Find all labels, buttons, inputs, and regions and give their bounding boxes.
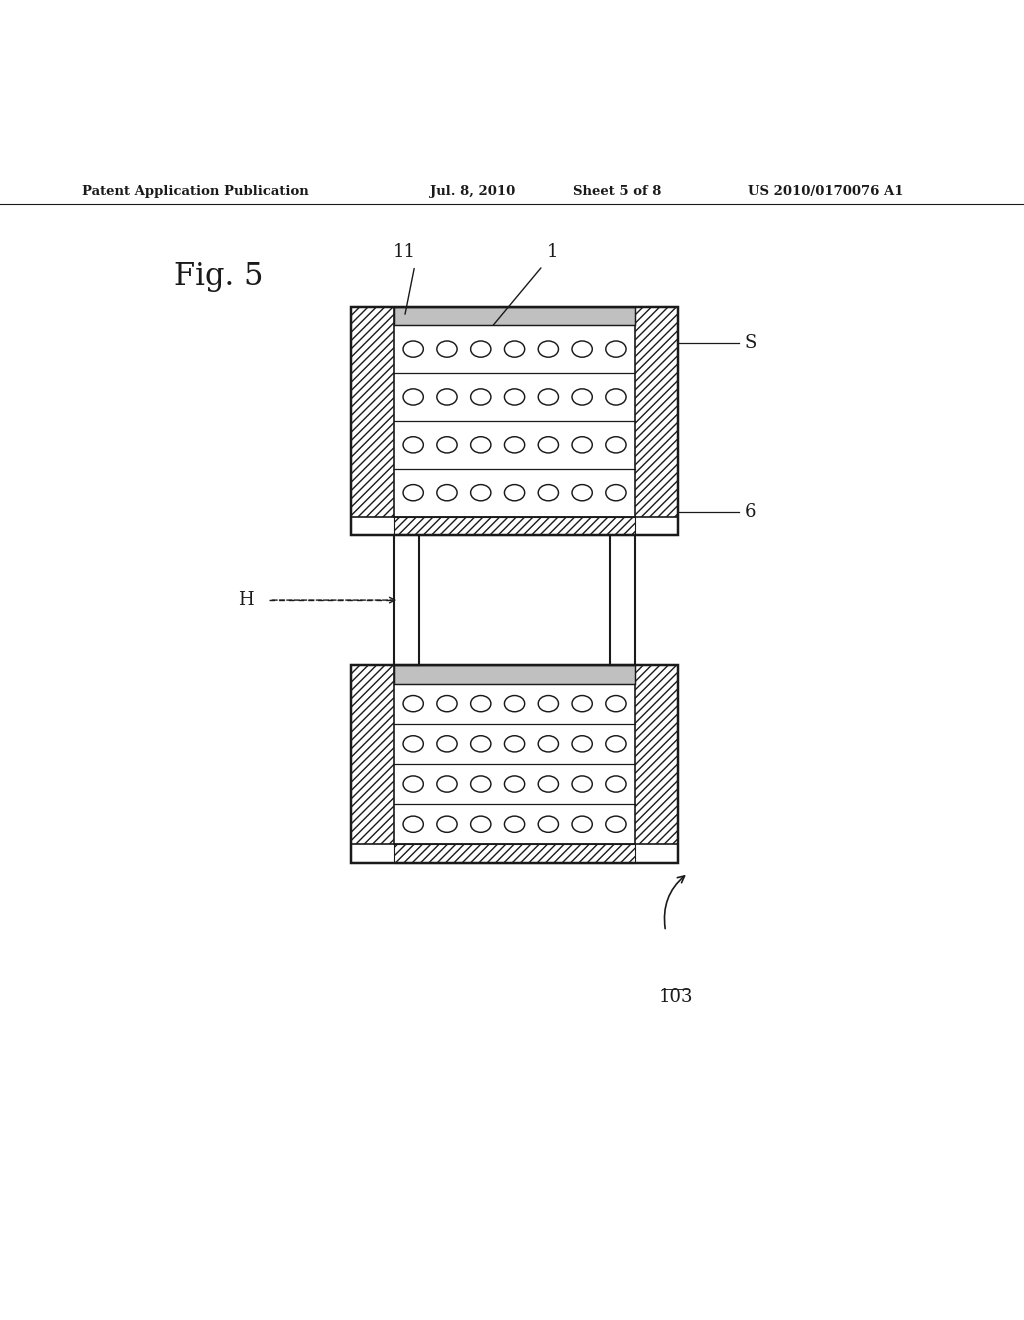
- Text: 1: 1: [547, 243, 559, 260]
- Ellipse shape: [606, 696, 626, 711]
- Text: US 2010/0170076 A1: US 2010/0170076 A1: [748, 185, 903, 198]
- Ellipse shape: [572, 389, 592, 405]
- Bar: [394, 535, 419, 665]
- Ellipse shape: [539, 389, 558, 405]
- Ellipse shape: [539, 735, 558, 752]
- Ellipse shape: [437, 389, 457, 405]
- Ellipse shape: [539, 696, 558, 711]
- Ellipse shape: [403, 389, 423, 405]
- Text: H: H: [239, 591, 254, 609]
- Bar: [394, 306, 635, 325]
- Ellipse shape: [471, 816, 490, 833]
- Ellipse shape: [572, 484, 592, 500]
- Ellipse shape: [572, 776, 592, 792]
- Ellipse shape: [471, 696, 490, 711]
- Ellipse shape: [572, 437, 592, 453]
- Bar: [610, 535, 635, 665]
- Ellipse shape: [403, 696, 423, 711]
- Ellipse shape: [403, 484, 423, 500]
- Ellipse shape: [471, 389, 490, 405]
- Ellipse shape: [572, 341, 592, 358]
- Ellipse shape: [539, 816, 558, 833]
- Text: Fig. 5: Fig. 5: [174, 260, 263, 292]
- Ellipse shape: [539, 341, 558, 358]
- Ellipse shape: [505, 484, 524, 500]
- Ellipse shape: [437, 696, 457, 711]
- Ellipse shape: [471, 735, 490, 752]
- Ellipse shape: [606, 437, 626, 453]
- Ellipse shape: [572, 735, 592, 752]
- Ellipse shape: [403, 816, 423, 833]
- Ellipse shape: [505, 389, 524, 405]
- Ellipse shape: [505, 341, 524, 358]
- Ellipse shape: [403, 776, 423, 792]
- Text: Jul. 8, 2010: Jul. 8, 2010: [430, 185, 515, 198]
- Bar: [351, 665, 678, 863]
- Ellipse shape: [437, 816, 457, 833]
- Ellipse shape: [606, 776, 626, 792]
- Text: Sheet 5 of 8: Sheet 5 of 8: [573, 185, 662, 198]
- Text: 11: 11: [393, 243, 416, 260]
- Ellipse shape: [403, 341, 423, 358]
- Ellipse shape: [606, 735, 626, 752]
- Ellipse shape: [437, 776, 457, 792]
- Ellipse shape: [403, 437, 423, 453]
- Ellipse shape: [572, 816, 592, 833]
- Ellipse shape: [606, 341, 626, 358]
- Ellipse shape: [505, 735, 524, 752]
- Text: Patent Application Publication: Patent Application Publication: [82, 185, 308, 198]
- Ellipse shape: [606, 389, 626, 405]
- Ellipse shape: [437, 484, 457, 500]
- Ellipse shape: [606, 816, 626, 833]
- Ellipse shape: [505, 816, 524, 833]
- Text: S: S: [744, 334, 757, 351]
- Ellipse shape: [471, 341, 490, 358]
- Ellipse shape: [471, 776, 490, 792]
- Ellipse shape: [471, 484, 490, 500]
- Ellipse shape: [505, 776, 524, 792]
- Text: 6: 6: [744, 503, 756, 520]
- Ellipse shape: [471, 437, 490, 453]
- FancyArrowPatch shape: [665, 876, 684, 928]
- Text: 103: 103: [658, 987, 693, 1006]
- Bar: [351, 306, 678, 535]
- Ellipse shape: [437, 735, 457, 752]
- Ellipse shape: [437, 437, 457, 453]
- Ellipse shape: [539, 776, 558, 792]
- Ellipse shape: [539, 484, 558, 500]
- Ellipse shape: [606, 484, 626, 500]
- Ellipse shape: [403, 735, 423, 752]
- Text: ‾‾‾: ‾‾‾: [663, 989, 689, 1007]
- Ellipse shape: [505, 437, 524, 453]
- Bar: [394, 665, 635, 684]
- Ellipse shape: [505, 696, 524, 711]
- Ellipse shape: [572, 696, 592, 711]
- Ellipse shape: [437, 341, 457, 358]
- Ellipse shape: [539, 437, 558, 453]
